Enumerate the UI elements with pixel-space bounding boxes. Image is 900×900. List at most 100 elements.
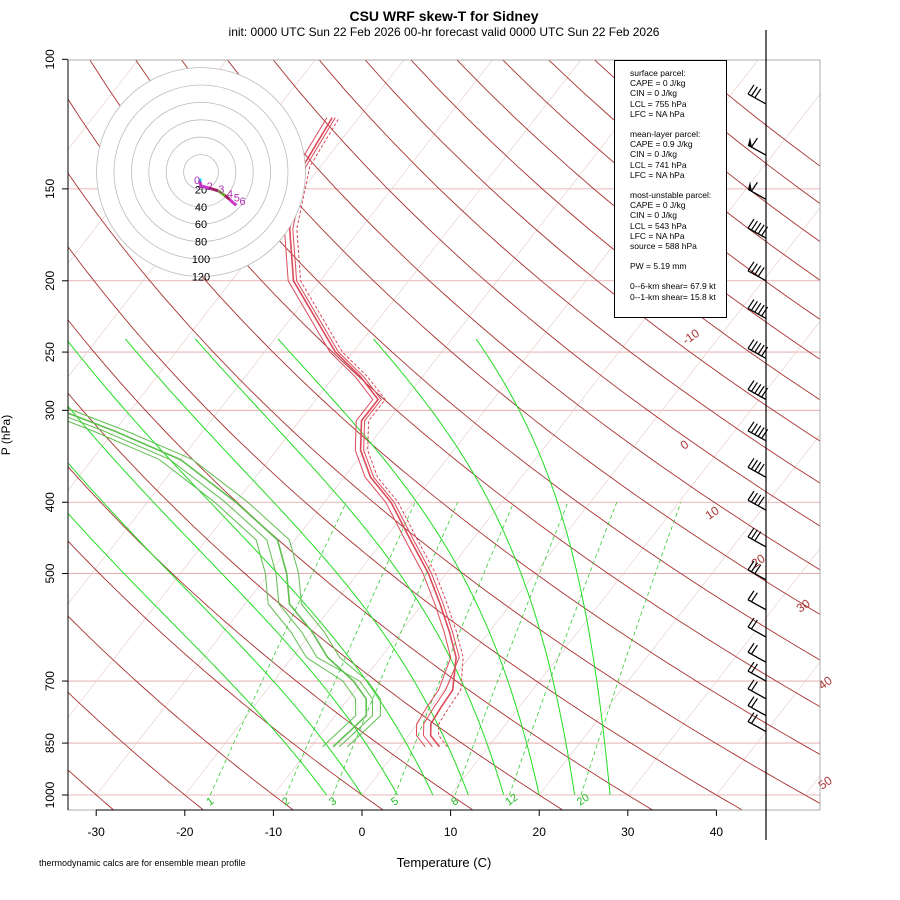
wind-barb-flag (747, 84, 755, 95)
wind-barb (747, 181, 767, 200)
hodograph-segment (200, 184, 210, 190)
mixing-ratio-label: 8 (449, 795, 461, 808)
hodograph-ring (96, 67, 306, 277)
most-unstable-lfc: LFC = NA hPa (630, 230, 685, 241)
x-tick-label: 0 (359, 825, 366, 839)
mixing-ratio-label: 3 (327, 795, 339, 808)
moist-adiabat-line (68, 512, 328, 796)
hodograph-segment (228, 198, 235, 205)
wind-barb-flag (754, 564, 762, 574)
temperature-member-line (296, 117, 464, 748)
temperature-member-line (292, 117, 460, 748)
wind-barb-flag (747, 712, 755, 722)
hodograph-segment (198, 181, 203, 187)
wind-barb-flag (761, 306, 769, 317)
wind-barb-flag (761, 387, 769, 398)
wind-barb-flag (757, 304, 765, 315)
wind-barb-staff (747, 499, 767, 511)
mixing-ratio-line (285, 502, 416, 796)
wind-barb-flag (750, 181, 758, 192)
hodograph-segment (223, 194, 231, 201)
wind-barb (747, 642, 767, 663)
wind-barb-pennant (748, 181, 752, 192)
mean-layer-lcl: LCL = 741 hPa (630, 159, 687, 170)
y-tick-label: 300 (43, 400, 57, 420)
wind-barb-flag (757, 463, 765, 474)
wind-barb-staff (747, 705, 767, 717)
wind-barb-flag (761, 429, 769, 439)
hodograph-segment (232, 201, 238, 207)
x-tick-label: -10 (265, 825, 283, 839)
dry-adiabat-line (68, 98, 820, 755)
wind-barb (747, 490, 767, 511)
hodograph-level-label: 3 (218, 184, 224, 196)
wind-barb-flag (750, 382, 758, 392)
dry-adiabat-line (89, 60, 820, 708)
wind-barb-flag (747, 261, 755, 272)
wind-barb-flag (750, 562, 758, 573)
wind-barb-flag (750, 86, 758, 97)
wind-barb-flag (750, 340, 758, 351)
wind-barb (747, 527, 767, 548)
wind-barb-staff (747, 388, 767, 401)
wind-barb (747, 421, 769, 442)
wind-barb-staff (747, 651, 767, 663)
moist-adiabat-line (277, 338, 540, 796)
wind-barb-pennant (748, 137, 752, 148)
moist-adiabat-line (68, 405, 398, 796)
y-tick-label: 700 (43, 671, 57, 691)
wind-barb-flag (747, 421, 755, 432)
wind-barb-staff (747, 670, 767, 682)
x-tick-label: 10 (444, 825, 458, 839)
y-tick-label: 400 (43, 492, 57, 512)
dry-adiabat-line (68, 615, 294, 810)
moist-adiabat-line (373, 338, 576, 796)
dry-adiabat-line (181, 60, 820, 615)
footnote: thermodynamic calcs are for ensemble mea… (39, 858, 246, 868)
y-tick-label: 250 (43, 342, 57, 362)
x-tick-label: 30 (621, 825, 635, 839)
isotherm-label: 50 (816, 773, 835, 792)
wind-barb-flag (754, 302, 762, 313)
wind-barb-flag (750, 644, 758, 655)
wind-barb-flag (754, 383, 762, 394)
x-axis-label: Temperature (C) (396, 855, 492, 870)
dry-adiabat-line (364, 60, 820, 442)
wind-barb-flag (750, 423, 758, 434)
wind-barb-flag (747, 380, 755, 390)
wind-barb-flag (750, 619, 758, 630)
wind-barb-flag (747, 490, 755, 501)
most-unstable-cin: CIN = 0 J/kg (630, 210, 678, 221)
hodograph-level-label: 1 (197, 179, 203, 191)
wind-barb-flag (750, 663, 758, 674)
wind-barb (747, 137, 767, 156)
hodograph-ring (183, 154, 219, 190)
hodograph-segment (217, 189, 226, 197)
x-tick-label: -20 (176, 825, 194, 839)
most-unstable-cape: CAPE = 0 J/kg (630, 200, 686, 211)
hodograph-level-label: 4 (227, 189, 233, 201)
isotherm-label: 0 (678, 437, 692, 452)
mixing-ratio-line (209, 502, 347, 796)
mean-layer-lfc: LFC = NA hPa (630, 169, 685, 180)
dry-adiabat-line (272, 60, 820, 527)
moist-adiabat-line (68, 462, 363, 796)
chart-title: CSU WRF skew-T for Sidney (349, 8, 539, 24)
dry-adiabat-line (68, 691, 205, 810)
dry-adiabat-line (135, 60, 820, 661)
wind-barb-flag (750, 492, 758, 503)
wind-barb-flag (747, 218, 755, 229)
isotherm-grid-line (716, 661, 820, 796)
y-tick-label: 500 (43, 563, 57, 583)
surface-lfc: LFC = NA hPa (630, 108, 685, 119)
wind-barb (747, 617, 767, 638)
hodograph-ring-label: 100 (192, 254, 210, 266)
wind-barb-flag (754, 425, 762, 435)
isotherm-grid-line (68, 60, 493, 605)
wind-barb-staff (747, 144, 767, 156)
wind-barb (747, 299, 769, 319)
wind-barb-flag (757, 496, 765, 507)
wind-barb (747, 696, 767, 717)
mixing-ratio-label: 12 (503, 792, 520, 809)
